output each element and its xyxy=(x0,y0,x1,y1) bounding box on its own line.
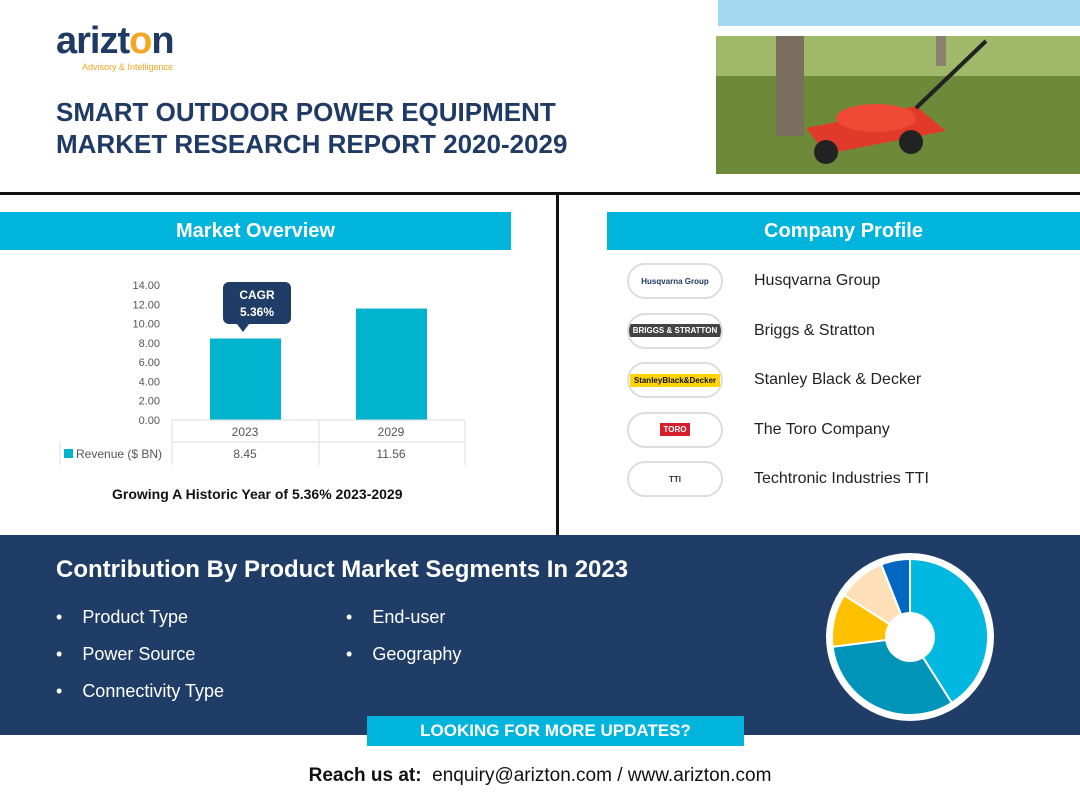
arizton-logo: arizton xyxy=(56,20,175,62)
company-name: Briggs & Stratton xyxy=(754,321,875,339)
y-tick-label: 4.00 xyxy=(139,376,160,388)
cagr-value: 5.36% xyxy=(240,305,274,319)
legend-label: Revenue ($ BN) xyxy=(76,447,162,461)
company-name: The Toro Company xyxy=(754,420,890,438)
bar-2029 xyxy=(356,308,427,420)
y-tick-label: 2.00 xyxy=(139,396,160,408)
contact-line: Reach us at: enquiry@arizton.com / www.a… xyxy=(308,765,772,786)
more-updates-button[interactable]: LOOKING FOR MORE UPDATES? xyxy=(367,716,744,746)
website-link[interactable]: www.arizton.com xyxy=(627,765,772,786)
y-tick-label: 12.00 xyxy=(132,299,160,311)
company-logo: Husqvarna Group xyxy=(627,263,723,299)
revenue-chart: 0.00 2.00 4.00 6.00 8.00 10.00 12.00 14.00 2023 8… xyxy=(59,280,466,465)
callout-pointer xyxy=(237,324,249,332)
segment-item: • End-user xyxy=(346,607,446,627)
divider xyxy=(0,192,1080,195)
lawn-mower-photo xyxy=(716,36,1080,174)
market-overview-heading: Market Overview xyxy=(0,212,511,250)
company-logo: BRIGGS & STRATTON xyxy=(627,312,723,349)
bar-2023 xyxy=(210,338,281,420)
x-tick-label: 2023 xyxy=(232,425,259,439)
y-tick-label: 10.00 xyxy=(132,319,160,331)
logo-tagline: Advisory & Intelligence xyxy=(82,62,174,72)
company-name: Husqvarna Group xyxy=(754,272,881,289)
data-label: 11.56 xyxy=(376,447,405,461)
segment-item: • Power Source xyxy=(56,644,196,664)
decorative-bar xyxy=(718,0,1080,26)
segments-heading: Contribution By Product Market Segments … xyxy=(56,556,629,583)
legend-swatch xyxy=(64,449,73,458)
company-logo: TTI xyxy=(627,461,723,497)
pie-hole xyxy=(885,612,935,662)
cagr-callout xyxy=(223,282,291,324)
x-tick-label: 2029 xyxy=(378,425,405,439)
y-tick-label: 8.00 xyxy=(139,338,160,350)
segment-pie-chart xyxy=(826,553,994,721)
company-logo: StanleyBlack&Decker xyxy=(627,362,723,398)
segment-item: • Product Type xyxy=(56,607,189,627)
y-tick-label: 6.00 xyxy=(139,357,160,369)
divider xyxy=(556,195,559,535)
company-name: Stanley Black & Decker xyxy=(754,371,922,388)
segment-item: • Connectivity Type xyxy=(56,681,225,701)
email-link[interactable]: enquiry@arizton.com xyxy=(432,765,612,786)
company-logo: TORO xyxy=(627,411,723,448)
chart-caption: Growing A Historic Year of 5.36% 2023-20… xyxy=(112,486,403,502)
cagr-label: CAGR xyxy=(239,288,275,302)
y-tick-label: 14.00 xyxy=(132,280,160,292)
company-name: Techtronic Industries TTI xyxy=(754,470,929,487)
y-tick-label: 0.00 xyxy=(139,415,160,427)
segment-item: • Geography xyxy=(346,644,462,664)
company-profile-heading: Company Profile xyxy=(607,212,1080,250)
data-label: 8.45 xyxy=(233,447,257,461)
report-title: SMART OUTDOOR POWER EQUIPMENT MARKET RESE… xyxy=(56,97,568,159)
